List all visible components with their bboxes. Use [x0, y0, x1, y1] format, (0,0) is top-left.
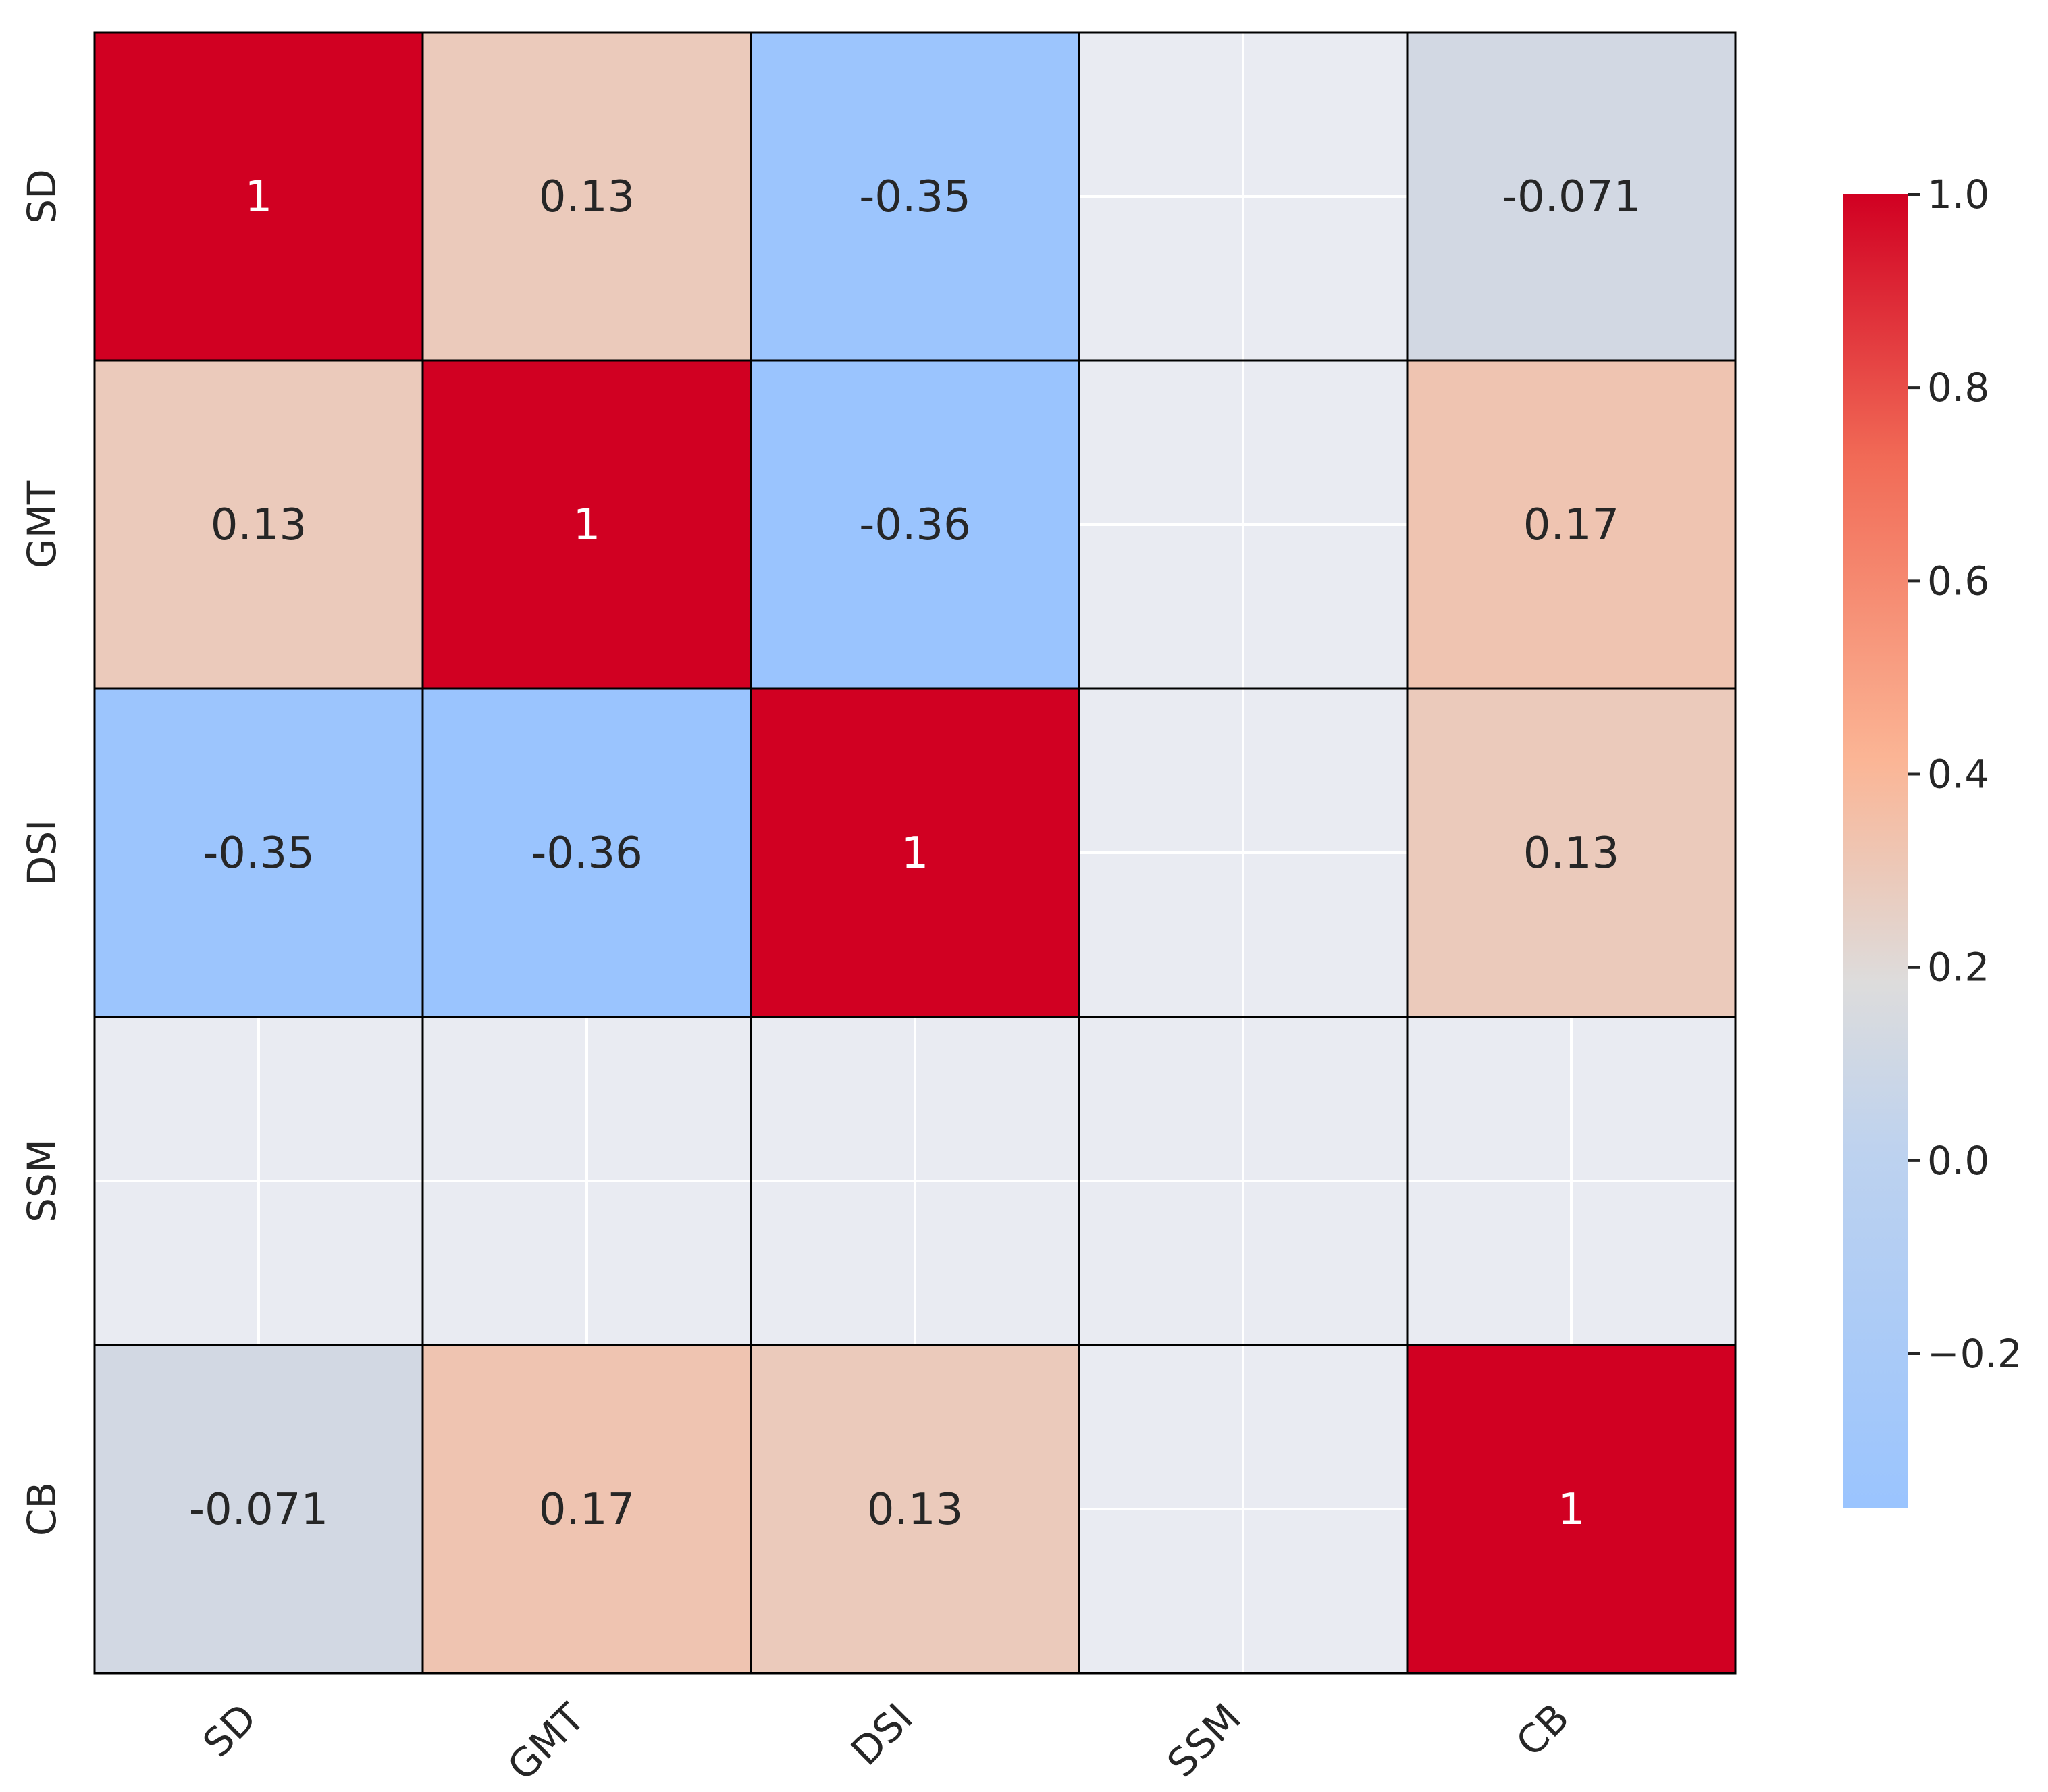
y-tick-label: CB [19, 1482, 65, 1536]
heatmap-cell [93, 31, 424, 362]
cell-value-label: -0.36 [859, 500, 971, 550]
x-tick-label: CB [1507, 1695, 1578, 1766]
cell-value-label: 1 [573, 500, 601, 550]
heatmap-cell [750, 1344, 1080, 1675]
heatmap-cells [93, 31, 1737, 1675]
cell-value-label: -0.35 [203, 828, 315, 878]
heatmap-cell [750, 687, 1080, 1018]
cell-value-label: -0.36 [531, 828, 643, 878]
x-tick-label: SD [194, 1695, 265, 1766]
cell-annotations: 1 0.13 -0.35 -0.071 0.13 1 -0.36 0.17 -0.35 -0.36… [189, 172, 1641, 1535]
heatmap-cell [421, 687, 752, 1018]
heatmap-cell [1406, 359, 1737, 690]
y-tick-label: DSI [19, 820, 65, 887]
cell-value-label: 0.17 [1523, 500, 1620, 550]
cell-value-label: 1 [901, 828, 929, 878]
cell-value-label: 1 [1558, 1485, 1585, 1535]
heatmap-cell [93, 359, 424, 690]
heatmap-cell [1406, 1344, 1737, 1675]
x-axis-tick-labels: SD GMT DSI SSM CB [194, 1694, 1578, 1789]
heatmap-cell [93, 687, 424, 1018]
colorbar-tick-label: 0.0 [1927, 1138, 1989, 1184]
heatmap-cell [93, 1344, 424, 1675]
heatmap-cell [421, 31, 752, 362]
y-tick-label: GMT [19, 480, 65, 569]
colorbar-tick-label: 0.2 [1927, 945, 1989, 991]
colorbar-tick-label: 0.4 [1927, 752, 1989, 797]
heatmap-cell [750, 31, 1080, 362]
y-tick-label: SSM [19, 1139, 65, 1223]
cell-value-label: 0.17 [539, 1485, 635, 1535]
heatmap-cell [750, 359, 1080, 690]
x-tick-label: DSI [842, 1695, 922, 1774]
cell-value-label: 0.13 [539, 172, 635, 222]
x-tick-label: SSM [1158, 1695, 1250, 1787]
y-axis-tick-labels: SD GMT DSI SSM CB [19, 169, 65, 1536]
cell-value-label: 0.13 [211, 500, 307, 550]
colorbar-gradient [1843, 194, 1908, 1508]
heatmap-cell [1406, 31, 1737, 362]
plot-frame [93, 31, 1737, 1675]
cell-value-label: -0.071 [189, 1485, 328, 1535]
cell-value-label: 1 [245, 172, 273, 222]
heatmap-cell [421, 359, 752, 690]
cell-value-label: 0.13 [867, 1485, 964, 1535]
colorbar: 1.0 0.8 0.6 0.4 0.2 0.0 −0.2 [1843, 172, 2022, 1508]
cell-value-label: -0.071 [1502, 172, 1641, 222]
colorbar-tick-label: 0.6 [1927, 558, 1989, 604]
colorbar-tick-label: 0.8 [1927, 365, 1989, 411]
x-tick-label: GMT [499, 1694, 594, 1789]
y-tick-label: SD [19, 169, 65, 223]
colorbar-tick-label: −0.2 [1927, 1331, 2022, 1377]
cell-value-label: 0.13 [1523, 828, 1620, 878]
cell-value-label: -0.35 [859, 172, 971, 222]
colorbar-tick-label: 1.0 [1927, 172, 1989, 217]
